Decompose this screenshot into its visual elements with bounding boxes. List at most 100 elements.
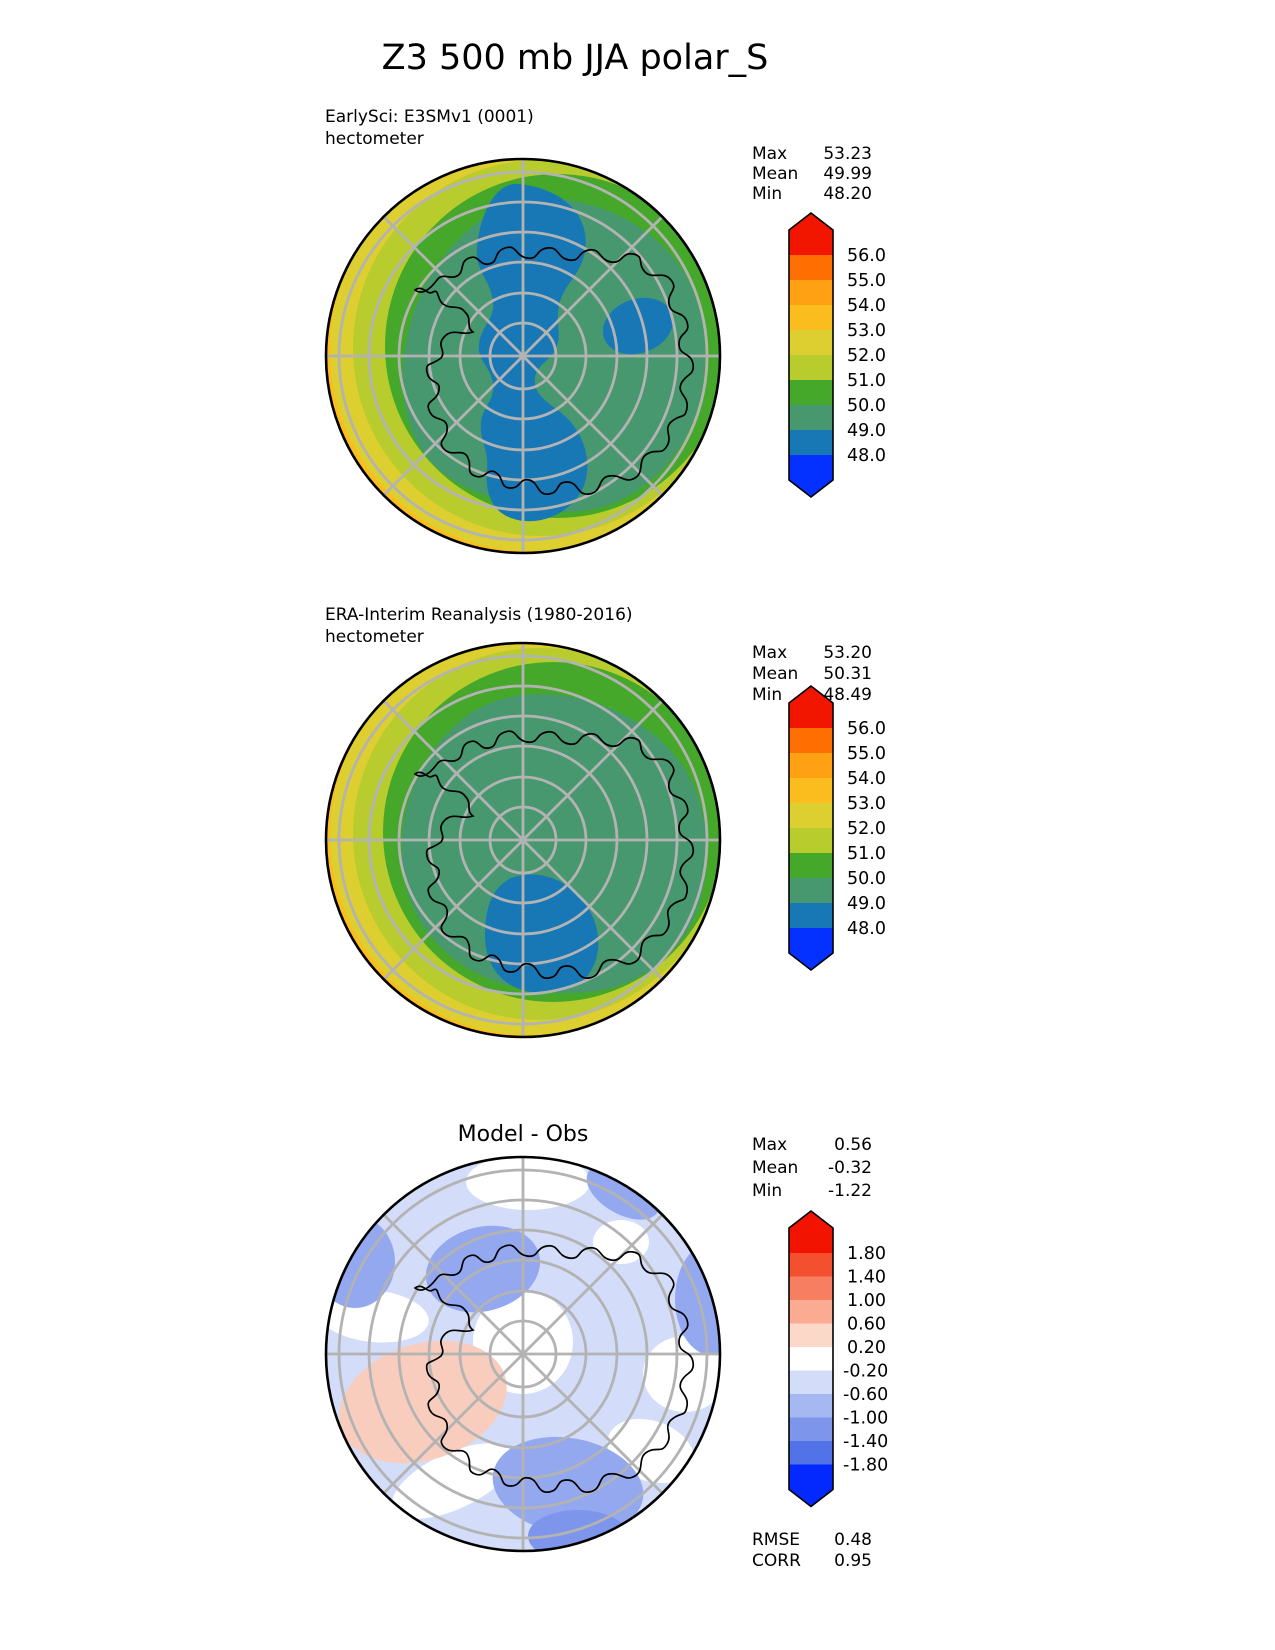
stats-diff: Max 0.56 Mean -0.32 Min -1.22 <box>752 1134 872 1203</box>
stat-max-value: 0.56 <box>834 1135 872 1155</box>
colorbar-tick-label: 53.0 <box>847 794 886 814</box>
colorbar-tick-label: 49.0 <box>847 894 886 914</box>
colorbar-segment <box>789 728 833 754</box>
bias-negative-left-rim <box>326 1216 395 1308</box>
map-diff <box>324 1155 722 1553</box>
panel1-label: EarlySci: E3SMv1 (0001) hectometer <box>325 106 534 150</box>
metric-rmse-value: 0.48 <box>834 1530 872 1550</box>
colorbar-tick-label: 48.0 <box>847 919 886 939</box>
colorbar-tick-label: 54.0 <box>847 769 886 789</box>
colorbar-segment <box>789 405 833 431</box>
graticule <box>326 643 720 1037</box>
colorbar-segment <box>789 330 833 356</box>
colorbar-bottom-arrow <box>789 455 833 497</box>
colorbar-tick-label: 52.0 <box>847 819 886 839</box>
graticule <box>326 1157 720 1551</box>
colorbar-tick-label: 53.0 <box>847 321 886 341</box>
colorbar-segment <box>789 753 833 779</box>
metric-row: RMSE 0.48 <box>752 1530 872 1551</box>
colorbar-tick-label: -1.00 <box>843 1409 888 1429</box>
stat-row: Max 53.20 <box>752 643 872 664</box>
stat-row: Min 48.49 <box>752 685 872 706</box>
colorbar-segment <box>789 903 833 929</box>
colorbar-bottom-arrow <box>789 1464 833 1507</box>
colorbar-svg: 56.0 55.0 54.0 53.0 52.0 51.0 50.0 49.0 48.0 <box>788 684 886 972</box>
stat-min-label: Min <box>752 685 783 705</box>
stat-row: Max 53.23 <box>752 144 872 164</box>
metric-row: CORR 0.95 <box>752 1551 872 1572</box>
colorbar-segment <box>789 355 833 381</box>
stat-max-label: Max <box>752 1135 788 1155</box>
stat-row: Max 0.56 <box>752 1134 872 1157</box>
metrics-block: RMSE 0.48 CORR 0.95 <box>752 1530 872 1572</box>
colorbar-tick-label: 50.0 <box>847 869 886 889</box>
stat-max-value: 53.20 <box>823 643 872 663</box>
stat-row: Mean 50.31 <box>752 664 872 685</box>
map-boundary <box>324 1155 722 1553</box>
colorbar-segment <box>789 1253 833 1278</box>
colorbar-segment <box>789 1300 833 1325</box>
colorbar-tick-label: 56.0 <box>847 246 886 266</box>
panel1-units-label: hectometer <box>325 129 424 149</box>
colorbar-segment <box>789 803 833 829</box>
colorbar-tick-label: 50.0 <box>847 396 886 416</box>
colorbar-tick-label: -0.60 <box>843 1385 888 1405</box>
colorbar-tick-label: 55.0 <box>847 744 886 764</box>
colorbar-tick-label: 51.0 <box>847 371 886 391</box>
colorbar-segment <box>789 853 833 879</box>
bias-near-zero-bottom-left <box>392 1443 514 1519</box>
colorbar-obs: 56.0 55.0 54.0 53.0 52.0 51.0 50.0 49.0 48.0 <box>786 684 916 976</box>
colorbar-top-arrow <box>789 213 833 255</box>
colorbar-tick-label: -0.20 <box>843 1362 888 1382</box>
colorbar-segment <box>789 380 833 406</box>
stat-mean-label: Mean <box>752 164 799 184</box>
colorbar-tick-label: 54.0 <box>847 296 886 316</box>
colorbar-segment <box>789 1370 833 1395</box>
metric-corr-label: CORR <box>752 1551 801 1571</box>
colorbar-segment <box>789 280 833 306</box>
stat-mean-value: -0.32 <box>828 1158 872 1178</box>
stat-min-value: -1.22 <box>828 1181 872 1201</box>
colorbar-segment <box>789 1394 833 1419</box>
stat-max-label: Max <box>752 643 788 663</box>
panel2-units-label: hectometer <box>325 627 424 647</box>
colorbar-segment <box>789 255 833 281</box>
colorbar-segment <box>789 1441 833 1466</box>
panel1-source-label: EarlySci: E3SMv1 (0001) <box>325 107 534 127</box>
colorbar-outline <box>788 1209 834 1508</box>
colorbar-segment <box>789 778 833 804</box>
colorbar-tick-label: 1.40 <box>847 1268 886 1288</box>
colorbar-segment <box>789 878 833 904</box>
colorbar-tick-label: 56.0 <box>847 719 886 739</box>
colorbar-model: 56.0 55.0 54.0 53.0 52.0 51.0 50.0 49.0 48.0 <box>786 211 916 503</box>
colorbar-svg: 56.0 55.0 54.0 53.0 52.0 51.0 50.0 49.0 48.0 <box>788 211 886 499</box>
bias-positive-patch <box>339 1340 507 1464</box>
panel2-label: ERA-Interim Reanalysis (1980-2016) hecto… <box>325 604 633 648</box>
stat-row: Min 48.20 <box>752 184 872 204</box>
colorbar-tick-label: 1.00 <box>847 1291 886 1311</box>
stat-max-label: Max <box>752 144 788 164</box>
stat-min-label: Min <box>752 1181 783 1201</box>
map-obs <box>324 641 722 1039</box>
stat-row: Mean 49.99 <box>752 164 872 184</box>
stat-mean-label: Mean <box>752 664 799 684</box>
colorbar-diff: 1.80 1.40 1.00 0.60 0.20 -0.20 -0.60 -1.00 -1.40… <box>786 1209 916 1513</box>
figure-title: Z3 500 mb JJA polar_S <box>381 38 769 78</box>
colorbar-segment <box>789 1417 833 1442</box>
stat-min-value: 48.20 <box>823 184 872 204</box>
colorbar-tick-label: 0.60 <box>847 1315 886 1335</box>
colorbar-segment <box>789 305 833 331</box>
panel3-title: Model - Obs <box>457 1122 589 1147</box>
colorbar-segment <box>789 430 833 456</box>
colorbar-tick-label: 1.80 <box>847 1244 886 1264</box>
stats-obs: Max 53.20 Mean 50.31 Min 48.49 <box>752 643 872 706</box>
stat-row: Mean -0.32 <box>752 1157 872 1180</box>
stat-mean-label: Mean <box>752 1158 799 1178</box>
colorbar-top-arrow <box>789 686 833 728</box>
colorbar-segment <box>789 1347 833 1372</box>
colorbar-bottom-arrow <box>789 928 833 970</box>
colorbar-outline <box>788 684 834 972</box>
stats-model: Max 53.23 Mean 49.99 Min 48.20 <box>752 144 872 204</box>
contour-low-secondary <box>602 297 674 355</box>
colorbar-segment <box>789 828 833 854</box>
